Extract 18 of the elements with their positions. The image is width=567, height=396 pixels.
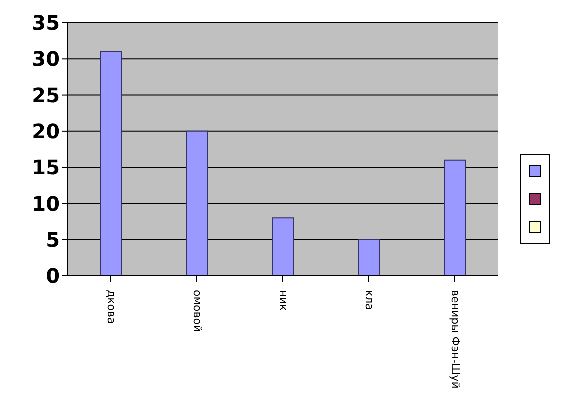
y-tick-label: 35 (32, 11, 60, 36)
y-tick-label: 5 (46, 228, 60, 252)
x-tick-label: вениры Фэн-Шуй (448, 290, 462, 389)
x-tick-label: дкова (104, 290, 118, 324)
y-tick-label: 15 (32, 156, 60, 180)
bar (272, 218, 294, 276)
x-tick-label: кла (362, 290, 376, 310)
y-tick-label: 0 (46, 264, 60, 288)
x-tick-label: ник (276, 290, 290, 312)
y-tick-label: 30 (32, 47, 60, 72)
bar (186, 130, 208, 276)
bar (100, 51, 122, 276)
y-tick-label: 25 (32, 83, 60, 108)
bar (444, 160, 466, 276)
y-tick-label: 20 (32, 120, 60, 144)
y-tick-label: 10 (32, 192, 60, 216)
x-tick-label: омовой (190, 290, 204, 332)
bar (358, 239, 380, 276)
